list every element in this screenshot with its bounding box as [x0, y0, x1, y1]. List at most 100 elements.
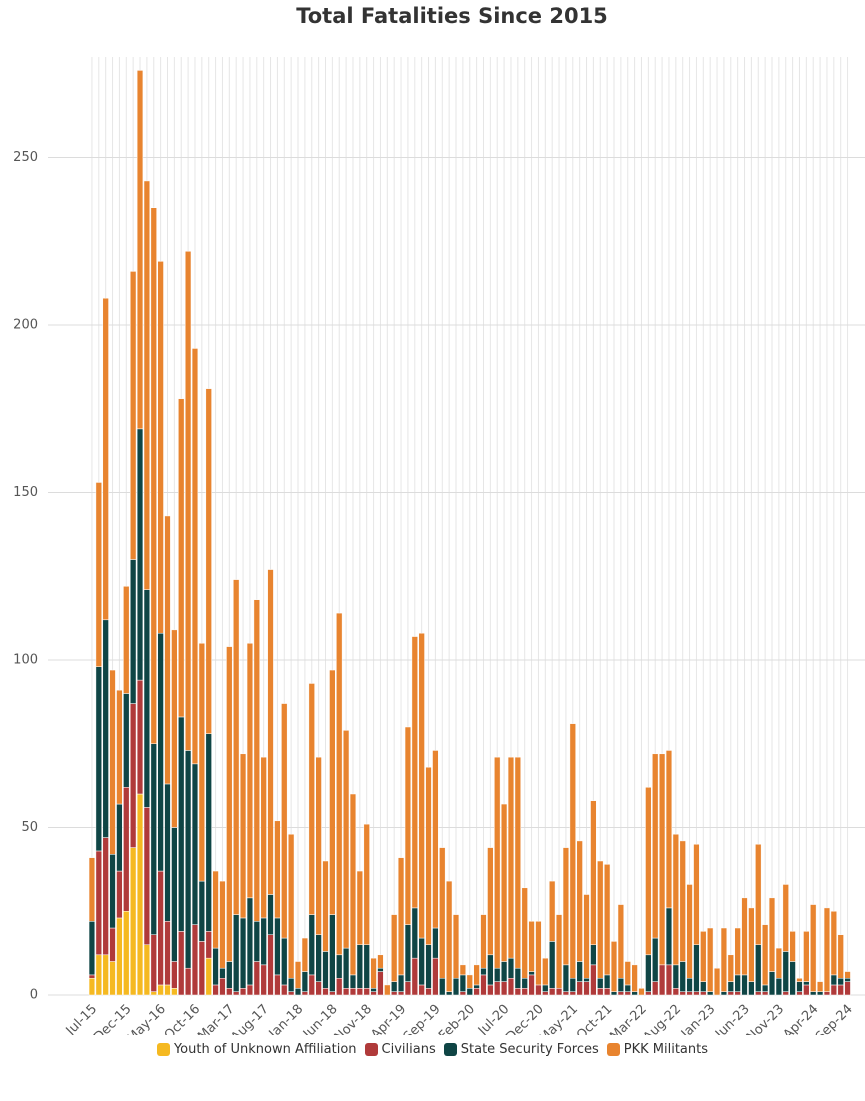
- bar-segment: [136, 679, 144, 795]
- bar-segment: [219, 978, 226, 996]
- bar-segment: [562, 964, 570, 992]
- bar-segment: [734, 927, 741, 976]
- bar-segment: [844, 981, 851, 996]
- bar-segment: [349, 988, 357, 996]
- bar-segment: [150, 934, 157, 992]
- bar-segment: [95, 850, 102, 956]
- bar-segment: [775, 947, 783, 979]
- bar-segment: [164, 921, 171, 986]
- bar-segment: [713, 967, 721, 996]
- bar-segment: [178, 716, 185, 932]
- bar-segment: [679, 840, 686, 962]
- bar-segment: [88, 974, 96, 979]
- bar-segment: [521, 988, 528, 996]
- bar-segment: [830, 984, 837, 996]
- bar-segment: [665, 750, 673, 909]
- bar-segment: [487, 984, 494, 996]
- bar-segment: [150, 991, 157, 996]
- bar-segment: [370, 988, 377, 992]
- bar-segment: [336, 954, 343, 979]
- bar-segment: [837, 978, 844, 986]
- bar-segment: [301, 971, 309, 992]
- bar-segment: [308, 974, 315, 996]
- bar-segment: [411, 957, 418, 996]
- bar-segment: [267, 894, 274, 935]
- bar-segment: [707, 927, 714, 992]
- bar-segment: [136, 70, 144, 430]
- bar-segment: [500, 981, 508, 996]
- legend-item: Youth of Unknown Affiliation: [156, 1042, 357, 1057]
- bar-segment: [789, 931, 796, 962]
- bar-segment: [631, 991, 638, 996]
- bar-segment: [233, 914, 240, 992]
- bar-segment: [150, 743, 157, 935]
- bar-segment: [528, 974, 535, 996]
- bar-segment: [796, 981, 803, 992]
- bar-segment: [184, 750, 192, 969]
- bar-segment: [679, 991, 686, 996]
- bar-segment: [755, 844, 762, 945]
- bar-segment: [88, 978, 96, 996]
- x-tick-label: Oct-21: [574, 1002, 616, 1035]
- bar-segment: [590, 944, 597, 966]
- bar-segment: [123, 586, 130, 694]
- bar-segment: [459, 974, 467, 992]
- bar-segment: [638, 988, 645, 996]
- bar-segment: [102, 619, 109, 838]
- bar-segment: [645, 787, 652, 956]
- bar-segment: [253, 921, 260, 962]
- bar-segment: [686, 978, 693, 992]
- bar-segment: [391, 914, 398, 982]
- bar-segment: [652, 753, 659, 939]
- bar-segment: [610, 991, 618, 996]
- bar-segment: [363, 944, 370, 989]
- bar-segment: [487, 954, 494, 986]
- bar-segment: [404, 981, 412, 996]
- bar-segment: [88, 921, 96, 976]
- bar-segment: [184, 251, 192, 751]
- bar-segment: [164, 515, 171, 785]
- bar-segment: [755, 944, 762, 992]
- bar-segment: [734, 974, 741, 992]
- bar-segment: [191, 924, 199, 996]
- bar-segment: [143, 944, 151, 996]
- bar-segment: [796, 991, 803, 996]
- legend-label: Youth of Unknown Affiliation: [173, 1042, 357, 1057]
- legend-label: State Security Forces: [460, 1042, 599, 1057]
- bar-segment: [226, 961, 233, 989]
- bar-segment: [624, 984, 631, 992]
- bar-segment: [164, 783, 171, 922]
- bar-segment: [205, 957, 212, 996]
- bar-segment: [597, 988, 604, 996]
- bar-segment: [432, 750, 439, 929]
- bar-segment: [569, 723, 576, 979]
- bar-segment: [439, 847, 446, 979]
- bar-segment: [281, 937, 288, 986]
- bar-segment: [391, 981, 398, 992]
- bar-segment: [562, 847, 570, 966]
- bar-segment: [239, 917, 247, 989]
- bar-segment: [143, 807, 151, 946]
- legend-swatch: [606, 1043, 620, 1056]
- bar-segment: [507, 957, 515, 979]
- bar-segment: [816, 981, 824, 992]
- bar-segment: [844, 971, 851, 979]
- bar-segment: [157, 984, 164, 996]
- bar-segment: [810, 904, 817, 992]
- bar-segment: [322, 988, 329, 996]
- bar-segment: [830, 911, 837, 976]
- bar-segment: [700, 981, 707, 992]
- x-tick-label: Jan-23: [678, 1002, 719, 1035]
- bar-segment: [198, 941, 205, 996]
- bar-segment: [130, 703, 137, 848]
- y-tick-label: 150: [13, 485, 38, 500]
- bar-segment: [377, 967, 384, 972]
- bar-segment: [226, 646, 233, 962]
- bar-segment: [693, 944, 700, 992]
- legend: Youth of Unknown Affiliation Civilians Sta…: [0, 1042, 865, 1057]
- bar-segment: [246, 984, 254, 996]
- x-tick-label: Dec-15: [91, 1002, 134, 1035]
- bar-segment: [411, 907, 418, 959]
- bar-segment: [425, 944, 432, 989]
- bar-segment: [665, 907, 673, 966]
